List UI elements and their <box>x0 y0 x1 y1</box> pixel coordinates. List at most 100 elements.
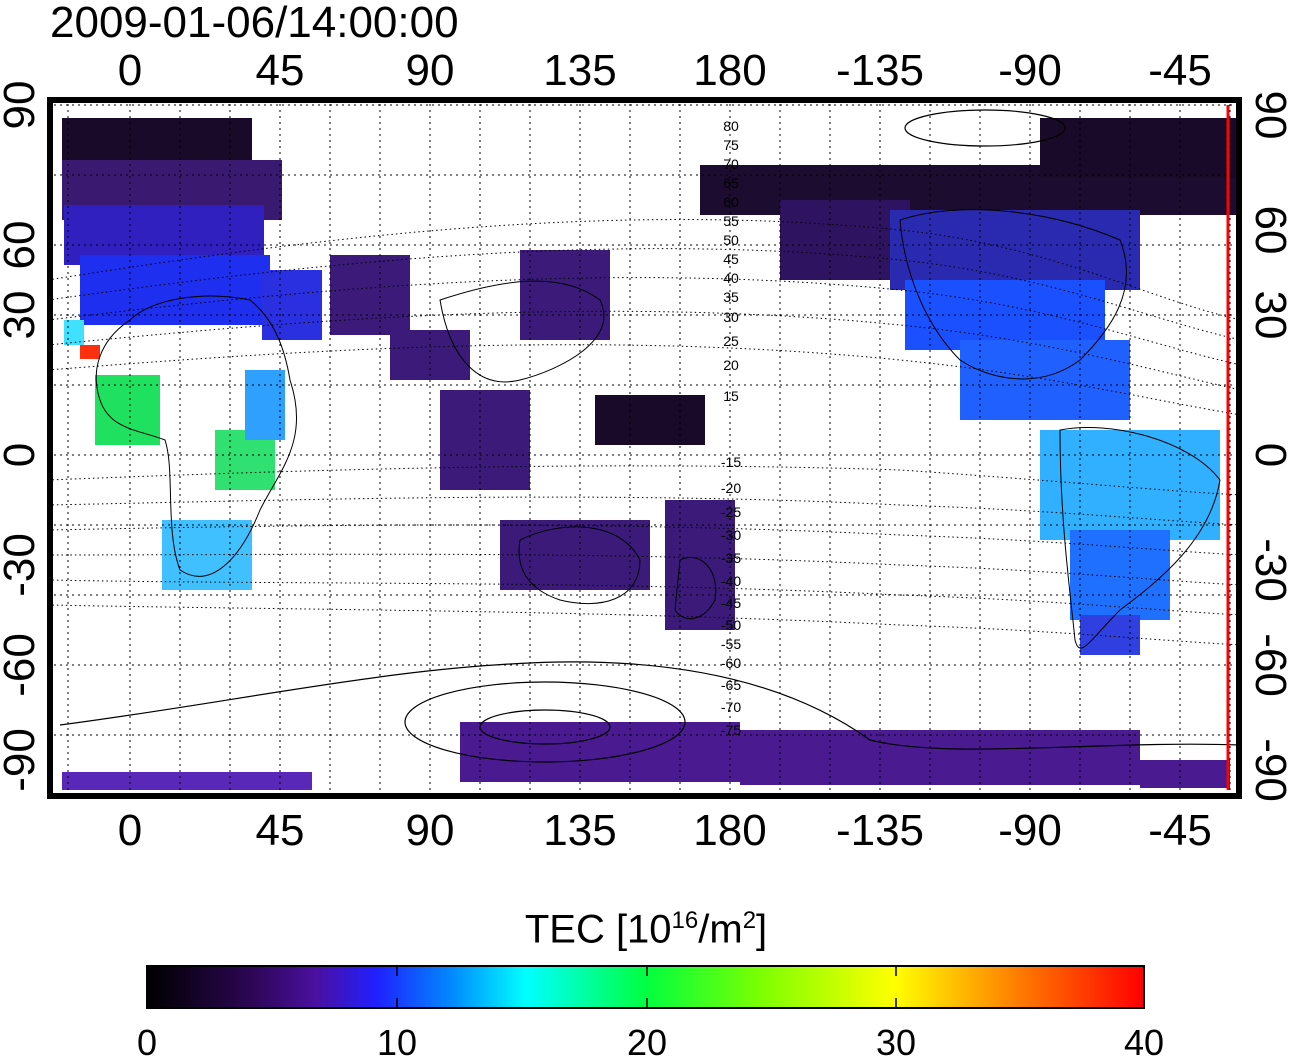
contour-label: 60 <box>723 194 739 210</box>
tec-region <box>595 395 705 445</box>
left-lat-tick: -90 <box>0 728 44 792</box>
frame-tick-bar <box>48 793 1241 798</box>
colorbar <box>146 965 1145 1009</box>
contour-label: 70 <box>723 156 739 172</box>
contour-label: 65 <box>723 175 739 191</box>
tec-hotspot <box>64 320 84 345</box>
colorbar-tick-label: 20 <box>627 1022 667 1057</box>
contour-label: -75 <box>721 722 741 738</box>
contour-label: 20 <box>723 357 739 373</box>
tec-region <box>1140 760 1230 788</box>
right-lat-tick: -30 <box>1246 538 1292 602</box>
contour-label: -20 <box>721 480 741 496</box>
frame-tick-bar <box>48 98 53 798</box>
contour-label: -30 <box>721 527 741 543</box>
bottom-lon-tick: -90 <box>998 806 1062 855</box>
contour-labels: 80 75 70 65 60 55 50 45 40 35 30 25 20 1… <box>721 118 741 738</box>
magnetic-latitude-contours <box>48 219 1241 646</box>
contour-label: -15 <box>721 454 741 470</box>
top-lon-tick: 90 <box>406 46 455 95</box>
frame-tick-bar <box>1236 98 1241 798</box>
tec-region <box>780 200 910 280</box>
contour-label: -25 <box>721 504 741 520</box>
tec-region <box>1070 530 1170 620</box>
bottom-lon-tick: -45 <box>1148 806 1212 855</box>
contour-label: 50 <box>723 232 739 248</box>
tec-region <box>262 270 322 340</box>
contour-label: -40 <box>721 573 741 589</box>
bottom-lon-tick: 180 <box>693 806 766 855</box>
tec-region <box>95 375 160 445</box>
left-lat-tick: -30 <box>0 533 44 597</box>
contour-label: -55 <box>721 636 741 652</box>
right-lat-tick: -90 <box>1246 738 1292 802</box>
contour-label: 30 <box>723 309 739 325</box>
left-lat-tick: 90 <box>0 81 44 130</box>
tec-region <box>390 330 470 380</box>
right-lat-tick: 60 <box>1246 206 1292 255</box>
top-lon-tick: 180 <box>693 46 766 95</box>
bottom-lon-tick: 135 <box>543 806 616 855</box>
contour-label: -65 <box>721 677 741 693</box>
top-lon-tick: -45 <box>1148 46 1212 95</box>
contour-label: -50 <box>721 617 741 633</box>
left-lat-tick: 30 <box>0 291 44 340</box>
tec-region <box>520 250 610 340</box>
tec-region <box>740 730 1140 785</box>
contour-label: 25 <box>723 333 739 349</box>
contour-label: 80 <box>723 118 739 134</box>
tec-region <box>960 340 1130 420</box>
top-lon-tick: 0 <box>118 46 142 95</box>
top-lon-tick: 45 <box>256 46 305 95</box>
tec-region <box>162 520 252 590</box>
colorbar-tick-label: 10 <box>377 1022 417 1057</box>
bottom-lon-tick: 90 <box>406 806 455 855</box>
left-lat-tick: 0 <box>0 443 44 467</box>
colorbar-tick-label: 30 <box>876 1022 916 1057</box>
bottom-lon-tick: 0 <box>118 806 142 855</box>
colorbar-tick-label: 40 <box>1124 1022 1164 1057</box>
left-lat-tick: -60 <box>0 633 44 697</box>
tec-data-layer <box>62 118 1240 790</box>
contour-label: -45 <box>721 595 741 611</box>
tec-region <box>1040 118 1240 178</box>
contour-label: 40 <box>723 270 739 286</box>
tec-region <box>62 772 312 790</box>
solid-contours <box>59 109 1241 763</box>
contour-label: -70 <box>721 699 741 715</box>
colorbar-title: TEC [1016/m2] <box>524 907 768 952</box>
colorbar-tick-label: 0 <box>137 1022 157 1057</box>
coastlines <box>95 209 1221 649</box>
graticule <box>48 98 1241 798</box>
tec-region <box>665 500 735 630</box>
contour-label: 35 <box>723 289 739 305</box>
right-lat-tick: 30 <box>1246 291 1292 340</box>
tec-region <box>460 722 740 782</box>
contour-label: 75 <box>723 137 739 153</box>
tec-region <box>905 280 1105 350</box>
tec-hotspot <box>80 345 100 359</box>
timestamp: 2009-01-06/14:00:00 <box>50 0 459 47</box>
tec-region <box>1040 430 1220 540</box>
tec-region <box>245 370 285 440</box>
frame-tick-bar <box>48 98 1241 103</box>
left-lat-tick: 60 <box>0 221 44 270</box>
top-lon-tick: 135 <box>543 46 616 95</box>
right-lat-tick: -60 <box>1246 633 1292 697</box>
colorbar-ticks <box>396 966 897 1008</box>
tec-region <box>440 390 530 490</box>
tec-region <box>80 255 270 325</box>
right-lat-tick: 0 <box>1246 443 1292 467</box>
contour-label: -35 <box>721 550 741 566</box>
contour-label: 55 <box>723 213 739 229</box>
contour-label: 15 <box>723 388 739 404</box>
top-lon-tick: -90 <box>998 46 1062 95</box>
bottom-lon-tick: 45 <box>256 806 305 855</box>
contour-label: 45 <box>723 251 739 267</box>
bottom-lon-tick: -135 <box>836 806 924 855</box>
right-lat-tick: 90 <box>1246 91 1292 140</box>
contour-label: -60 <box>721 655 741 671</box>
top-lon-tick: -135 <box>836 46 924 95</box>
tec-region <box>330 255 410 335</box>
